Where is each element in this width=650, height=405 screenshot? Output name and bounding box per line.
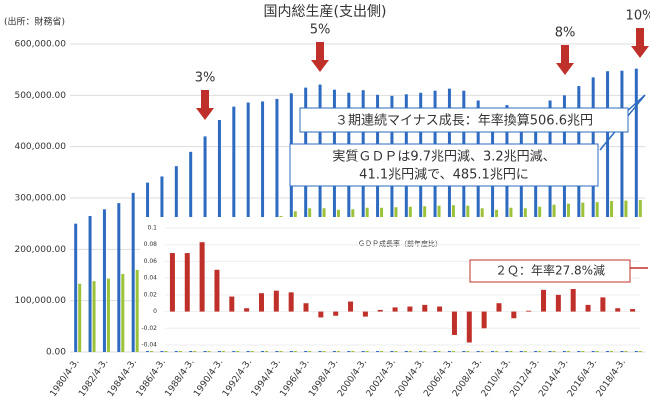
bar [288,292,294,312]
bar [121,273,125,352]
bar [106,278,110,352]
bar [333,311,339,316]
y-tick-label: 100,000.00 [14,296,66,306]
bar [407,306,413,312]
bar [451,311,457,335]
bar [169,253,175,312]
bar [184,253,190,312]
bar [88,215,92,352]
bar [348,301,354,312]
bar [511,311,517,319]
callout-text: 実質ＧＤＰは9.7兆円減、3.2兆円減、 [332,149,555,165]
inset-y-tick-label: -0.02 [141,325,157,332]
bar [74,223,78,352]
callout-text: ３期連続マイナス成長：年率換算506.6兆円 [335,113,593,129]
bar [258,293,264,312]
callout-box [289,143,599,187]
tax-rate-label: 3% [195,71,216,86]
callout-text: 41.1兆円減で、485.1兆円に [359,167,529,183]
bar [600,297,606,312]
bar [630,309,636,312]
bar [620,70,624,353]
bar [392,307,398,312]
bar [422,304,428,312]
arrow [311,42,329,72]
tax-rate-label: 10% [626,9,650,24]
callout-text: ２Ｑ：年率27.8%減 [495,263,605,278]
bar [135,269,139,352]
bar [117,203,121,352]
y-tick-label: 0.00 [46,348,66,358]
bar [102,209,106,352]
bar [606,71,610,352]
inset-y-tick-label: 0.06 [144,258,158,265]
bar [496,303,502,312]
bar [466,311,472,343]
bar [526,310,532,312]
bar [585,304,591,312]
y-tick-label: 600,000.00 [14,40,66,50]
bar [273,290,279,312]
bar [199,242,205,312]
annotations: 3% 5% 8% 10% ３期連続マイナス成長：年率換算506.6兆円実質ＧＤＰは9.7… [195,9,650,283]
bar [362,311,368,317]
inset-y-tick-label: 0.08 [144,241,158,248]
bar [131,192,135,352]
bar [377,309,383,312]
bar [555,294,561,312]
inset-plot: 0.1 0.08 0.06 0.04 0.02 0 -0.02 -0.04 [141,225,640,349]
chart-title: 国内総生産(支出側) [264,4,387,20]
inset-y-tick-label: 0.02 [144,291,158,298]
source: (出所：財務省) [4,16,65,28]
y-tick-label: 300,000.00 [14,194,66,204]
arrow [631,28,649,58]
tax-rate-label: 8% [555,26,576,41]
inset-title: ＧＤＰ成長率（前年度比） [358,239,442,248]
bar [591,77,595,352]
bar [229,296,235,312]
inset-y-tick-label: 0.1 [147,225,157,232]
bar [615,308,621,312]
bar [78,283,82,352]
arrow [196,90,214,120]
bar [244,308,250,312]
callout-box [469,259,631,283]
bar [92,281,96,352]
bar [541,289,547,312]
inset-y-tick-label: 0.04 [144,275,158,282]
inset-y-tick-label: -0.04 [141,342,157,349]
bar [318,311,324,318]
callout-box [299,107,629,133]
bar [481,311,487,329]
y-tick-label: 500,000.00 [14,91,66,101]
y-tick-label: 400,000.00 [14,142,66,152]
tax-rate-label: 5% [310,23,331,38]
bar [570,289,576,312]
bar [303,303,309,312]
bar [214,269,220,312]
bar [634,68,638,352]
bar [437,306,443,312]
y-tick-label: 200,000.00 [14,245,66,255]
arrow [556,45,574,75]
inset-y-tick-label: 0 [153,308,157,315]
